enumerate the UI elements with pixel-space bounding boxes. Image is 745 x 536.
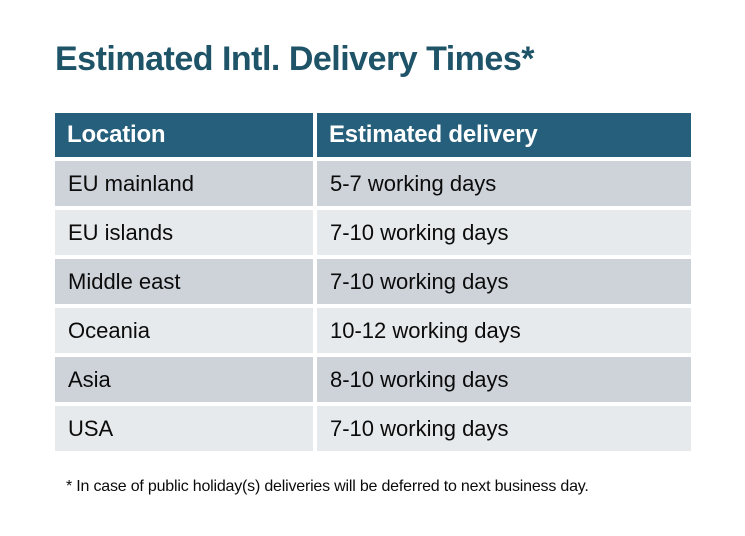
header-cell-location: Location [55, 113, 313, 157]
cell-location-eu-mainland: EU mainland [55, 161, 313, 206]
cell-delivery-asia: 8-10 working days [317, 357, 691, 402]
cell-location-usa: USA [55, 406, 313, 451]
delivery-times-table: Location Estimated delivery EU mainland … [55, 113, 691, 451]
cell-delivery-eu-mainland: 5-7 working days [317, 161, 691, 206]
cell-delivery-middle-east: 7-10 working days [317, 259, 691, 304]
cell-location-eu-islands: EU islands [55, 210, 313, 255]
footnote-public-holiday: * In case of public holiday(s) deliverie… [66, 478, 589, 495]
cell-location-middle-east: Middle east [55, 259, 313, 304]
cell-delivery-usa: 7-10 working days [317, 406, 691, 451]
cell-location-asia: Asia [55, 357, 313, 402]
cell-delivery-eu-islands: 7-10 working days [317, 210, 691, 255]
cell-location-oceania: Oceania [55, 308, 313, 353]
cell-delivery-oceania: 10-12 working days [317, 308, 691, 353]
page-title: Estimated Intl. Delivery Times* [55, 40, 534, 78]
header-cell-estimated-delivery: Estimated delivery [317, 113, 691, 157]
